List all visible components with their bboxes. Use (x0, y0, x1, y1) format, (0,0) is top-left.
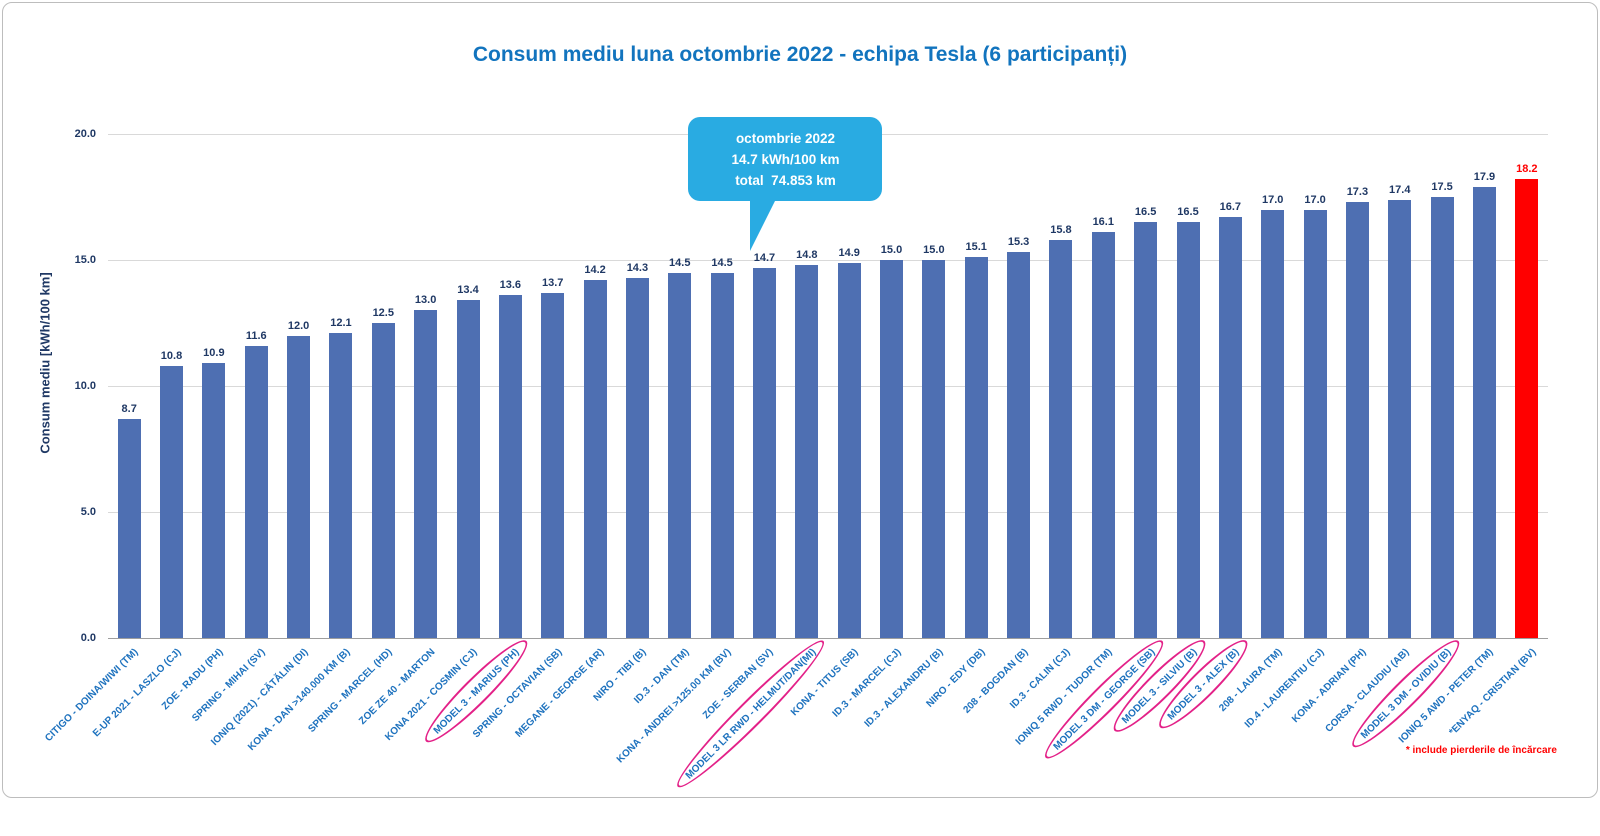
bar-value-label: 12.5 (353, 306, 413, 320)
bar (457, 300, 480, 638)
y-tick-label: 15.0 (36, 253, 96, 267)
bar (329, 333, 352, 638)
callout-month: octombrie 2022 (694, 128, 876, 149)
bar (626, 278, 649, 638)
callout-total-km: total 74.853 km (694, 170, 876, 191)
bar (1049, 240, 1072, 638)
bar (1304, 210, 1327, 638)
y-tick-label: 20.0 (36, 127, 96, 141)
y-tick-label: 0.0 (36, 631, 96, 645)
gridline (108, 386, 1548, 387)
bar (499, 295, 522, 638)
bar (1346, 202, 1369, 638)
bar (795, 265, 818, 638)
bar (838, 263, 861, 638)
consumption-bar-chart: Consum mediu luna octombrie 2022 - echip… (3, 3, 1597, 797)
bar-value-label: 10.9 (184, 346, 244, 360)
bar (1388, 200, 1411, 638)
bar (1473, 187, 1496, 638)
bar (160, 366, 183, 638)
x-axis-label-text: CORSA - CLAUDIU (AB) (1323, 647, 1411, 735)
gridline (108, 638, 1548, 639)
chart-frame: Consum mediu luna octombrie 2022 - echip… (2, 2, 1598, 798)
bar (287, 336, 310, 638)
bar (1219, 217, 1242, 638)
bar (1007, 252, 1030, 638)
x-axis-label-text: SPRING - MIHAI (SV) (190, 647, 267, 724)
bar (372, 323, 395, 638)
bar (922, 260, 945, 638)
bar (1177, 222, 1200, 638)
x-axis-label-text: ID.4 - LAURENTIU (CJ) (1243, 647, 1327, 731)
bar (1431, 197, 1454, 638)
bar-value-label: 15.3 (989, 235, 1049, 249)
callout-consumption: 14.7 kWh/100 km (694, 149, 876, 170)
bar (668, 273, 691, 638)
x-axis-label-text: ID.3 - ALEXANDRU (B) (862, 647, 945, 730)
y-axis-title: Consum mediu [kWh/100 km] (38, 272, 53, 453)
y-tick-label: 5.0 (36, 505, 96, 519)
bar (753, 268, 776, 638)
chart-title: Consum mediu luna octombrie 2022 - echip… (3, 43, 1597, 67)
bar (245, 346, 268, 638)
bar (965, 257, 988, 638)
bar (118, 419, 141, 638)
bar (1134, 222, 1157, 638)
bar (414, 310, 437, 638)
y-tick-label: 10.0 (36, 379, 96, 393)
gridline (108, 512, 1548, 513)
callout-tail (750, 199, 776, 251)
bar-value-label: 13.7 (523, 276, 583, 290)
bar (541, 293, 564, 638)
bar (584, 280, 607, 638)
callout-bubble: octombrie 2022 14.7 kWh/100 km total 74.… (688, 117, 882, 201)
bar (1092, 232, 1115, 638)
bar (880, 260, 903, 638)
x-axis-label-text: *ENYAQ - CRISTIAN (BV) (1447, 647, 1538, 738)
bar (202, 363, 225, 638)
bar-value-label: 18.2 (1497, 162, 1557, 176)
bar (711, 273, 734, 638)
x-axis-label-text: MODEL 3 - MARIUS (PH) (432, 647, 522, 737)
x-axis-label-text: SPRING - MARCEL (HD) (307, 647, 395, 735)
x-axis-label-text: KONA - ADRIAN (PH) (1291, 647, 1369, 725)
bar (1515, 179, 1538, 638)
bar-value-label: 8.7 (99, 402, 159, 416)
x-axis-label-text: MODEL 3 - SILVIU (B) (1120, 647, 1199, 726)
x-axis-label-text: ZOE ZE 40 - MARTON (357, 647, 437, 727)
bar (1261, 210, 1284, 638)
